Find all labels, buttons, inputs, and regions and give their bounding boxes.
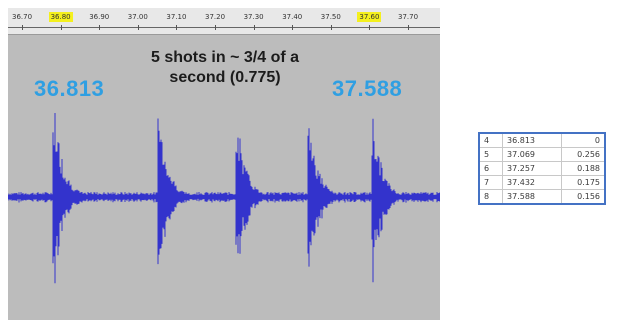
- table-row: 8 37.588 0.156: [478, 189, 606, 205]
- timeline-tick-label: 37.20: [205, 13, 226, 21]
- split-time-cell: 0.188: [561, 161, 606, 176]
- shot-time-cell: 37.432: [502, 175, 562, 190]
- timeline-tick-mark: [137, 25, 139, 30]
- shot-index-cell: 6: [478, 161, 503, 176]
- timeline-tick-label: 37.30: [243, 13, 264, 21]
- end-time-label: 37.588: [332, 76, 403, 101]
- shot-index-cell: 4: [478, 132, 503, 148]
- waveform-trace: [8, 113, 440, 284]
- timeline-tick-mark: [99, 25, 101, 30]
- timeline-tick-label: 36.80: [48, 12, 73, 22]
- shot-time-cell: 37.069: [502, 147, 562, 162]
- timeline-ruler[interactable]: 36.70 36.80 36.90 37.00 37.10 37.20 37.30 37.40…: [8, 8, 440, 35]
- timeline-tick-label: 37.70: [398, 13, 419, 21]
- waveform-track[interactable]: [8, 35, 440, 320]
- split-time-cell: 0.256: [561, 147, 606, 162]
- timeline-tick-label: 37.00: [127, 13, 148, 21]
- timeline-tick-mark: [215, 25, 216, 30]
- split-time-cell: 0.156: [561, 189, 606, 205]
- table-row: 7 37.432 0.175: [478, 175, 606, 190]
- timeline-tick-mark: [60, 25, 62, 30]
- shot-time-cell: 37.257: [502, 161, 562, 176]
- ruler-baseline: [8, 27, 440, 28]
- start-time-label: 36.813: [34, 76, 105, 101]
- shot-time-cell: 37.588: [502, 189, 562, 205]
- timeline-tick-label: 37.10: [166, 13, 187, 21]
- timeline-tick-mark: [408, 25, 409, 30]
- audio-waveform-panel[interactable]: 36.70 36.80 36.90 37.00 37.10 37.20 37.30 37.40…: [8, 8, 440, 320]
- shot-time-cell: 36.813: [502, 132, 562, 148]
- table-row: 6 37.257 0.188: [478, 161, 606, 176]
- shot-times-table: 4 36.813 0 5 37.069 0.256 6 37.257 0.188 7 37.432 0…: [478, 132, 606, 205]
- timeline-tick-label: 37.40: [282, 13, 303, 21]
- timeline-tick-label: 37.60: [357, 12, 382, 22]
- timeline-tick-label: 37.50: [320, 13, 341, 21]
- timeline-tick-mark: [369, 25, 371, 30]
- shot-index-cell: 8: [478, 189, 503, 205]
- timeline-tick-mark: [330, 25, 332, 30]
- shot-index-cell: 7: [478, 175, 503, 190]
- timeline-tick-mark: [292, 25, 294, 30]
- timeline-tick-mark: [22, 25, 23, 30]
- timeline-tick-mark: [176, 25, 178, 30]
- split-time-cell: 0.175: [561, 175, 606, 190]
- shot-summary-caption: 5 shots in ~ 3/4 of a second (0.775): [150, 49, 300, 86]
- timeline-tick-label: 36.90: [89, 13, 110, 21]
- table-row: 5 37.069 0.256: [478, 147, 606, 162]
- waveform-graphic: [8, 113, 440, 284]
- table-row: 4 36.813 0: [478, 132, 606, 148]
- shot-index-cell: 5: [478, 147, 503, 162]
- timeline-tick-mark: [253, 25, 255, 30]
- split-time-cell: 0: [561, 132, 606, 148]
- timeline-tick-label: 36.70: [12, 13, 33, 21]
